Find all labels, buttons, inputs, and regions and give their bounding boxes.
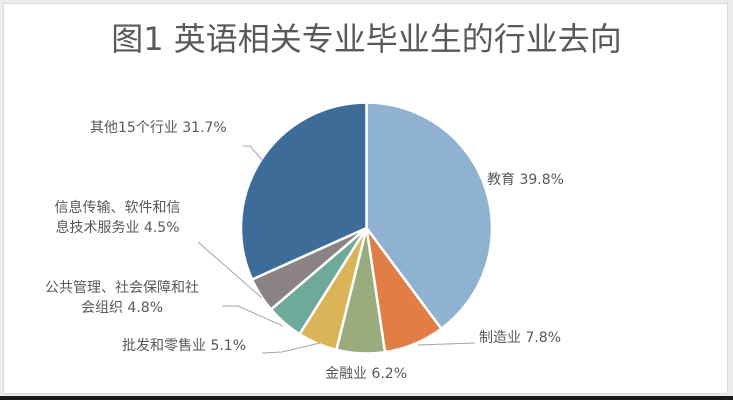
data-label-it: 信息传输、软件和信 息技术服务业 4.5% xyxy=(30,198,205,238)
leader-lines xyxy=(197,145,476,354)
data-label-it-line1: 信息传输、软件和信 xyxy=(54,200,181,216)
leader-line-retail xyxy=(261,342,321,354)
leader-line-public xyxy=(222,305,284,327)
bottom-edge xyxy=(0,396,733,400)
pie-slice xyxy=(239,101,368,281)
data-label-public-line2: 会组织 4.8% xyxy=(80,300,164,316)
data-label-public-line1: 公共管理、社会保障和社 xyxy=(45,280,199,296)
chart-title: 图1 英语相关专业毕业生的行业去向 xyxy=(111,20,622,58)
data-label-education: 教育 39.8% xyxy=(487,172,564,188)
data-label-public: 公共管理、社会保障和社 会组织 4.8% xyxy=(22,278,222,318)
pie-slices xyxy=(239,101,494,355)
leader-line-other xyxy=(243,145,263,161)
leader-line-manufacturing xyxy=(417,342,476,346)
data-label-finance: 金融业 6.2% xyxy=(325,366,408,382)
data-label-other: 其他15个行业 31.7% xyxy=(90,120,227,136)
data-label-manufacturing: 制造业 7.8% xyxy=(479,330,562,346)
data-label-retail: 批发和零售业 5.1% xyxy=(122,338,247,354)
pie-slice xyxy=(365,101,494,331)
data-label-it-line2: 息技术服务业 4.5% xyxy=(55,220,180,236)
leader-line-it xyxy=(197,241,263,299)
